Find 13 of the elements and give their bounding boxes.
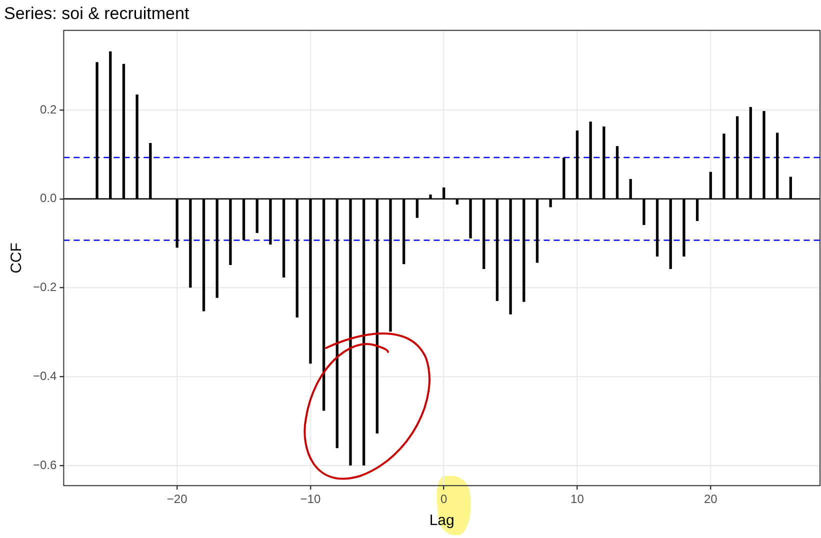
y-tick-label: −0.6: [32, 458, 57, 472]
y-axis-title: CCF: [8, 242, 26, 274]
x-tick-label: 10: [570, 492, 584, 506]
y-tick-label: 0.2: [40, 102, 58, 116]
y-tick-label: 0.0: [40, 191, 58, 206]
x-tick-label: −20: [166, 492, 188, 506]
x-tick-label: 0: [440, 492, 448, 506]
chart-title: Series: soi & recruitment: [4, 4, 190, 23]
y-tick-label: −0.2: [32, 280, 57, 294]
x-tick-label: −10: [300, 492, 321, 506]
y-tick-label: −0.4: [32, 369, 57, 383]
x-tick-label: 20: [704, 492, 718, 506]
x-axis-title: Lag: [429, 512, 454, 530]
